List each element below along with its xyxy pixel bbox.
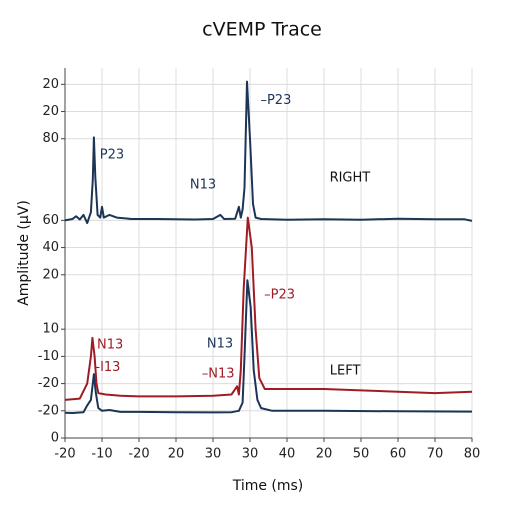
annotation: P23 xyxy=(100,148,124,163)
x-tick-label: 80 xyxy=(464,447,481,462)
x-tick-label: 50 xyxy=(353,447,370,462)
x-tick-label: -20 xyxy=(54,447,75,462)
annotation: RIGHT xyxy=(330,170,371,185)
y-tick-label: 10 xyxy=(42,322,59,337)
x-tick-label: 70 xyxy=(427,447,444,462)
y-tick-label: 20 xyxy=(42,77,59,92)
x-tick-label: -20 xyxy=(128,447,149,462)
trace xyxy=(64,279,473,414)
trace xyxy=(64,80,473,225)
y-axis-label: Amplitude (µV) xyxy=(16,200,32,306)
annotation: –P23 xyxy=(260,93,291,108)
annotation: –P23 xyxy=(264,287,295,302)
y-tick-label: -20 xyxy=(38,403,59,418)
x-tick-label: 40 xyxy=(279,447,296,462)
y-tick-label: 20 xyxy=(42,104,59,119)
y-tick-label: -20 xyxy=(38,376,59,391)
annotation: N13 xyxy=(190,177,216,192)
annotation: N13 xyxy=(207,337,233,352)
x-tick-label: 20 xyxy=(168,447,185,462)
y-tick-label: 80 xyxy=(42,131,59,146)
annotation: -I13 xyxy=(95,360,120,375)
annotation: N13 xyxy=(97,337,123,352)
y-tick-label: 0 xyxy=(51,431,59,446)
x-tick-label: 30 xyxy=(242,447,259,462)
y-tick-label: 40 xyxy=(42,240,59,255)
x-tick-label: 60 xyxy=(390,447,407,462)
y-tick-label: 20 xyxy=(42,267,59,282)
x-axis-label: Time (ms) xyxy=(232,478,304,494)
x-tick-label: 20 xyxy=(316,447,333,462)
annotation: LEFT xyxy=(330,364,361,379)
chart-title: cVEMP Trace xyxy=(202,19,322,41)
x-tick-label: 30 xyxy=(205,447,222,462)
x-tick-label: -10 xyxy=(91,447,112,462)
y-tick-label: 60 xyxy=(42,213,59,228)
annotation: –N13 xyxy=(202,367,235,382)
trace xyxy=(64,216,473,401)
y-tick-label: -10 xyxy=(38,349,59,364)
